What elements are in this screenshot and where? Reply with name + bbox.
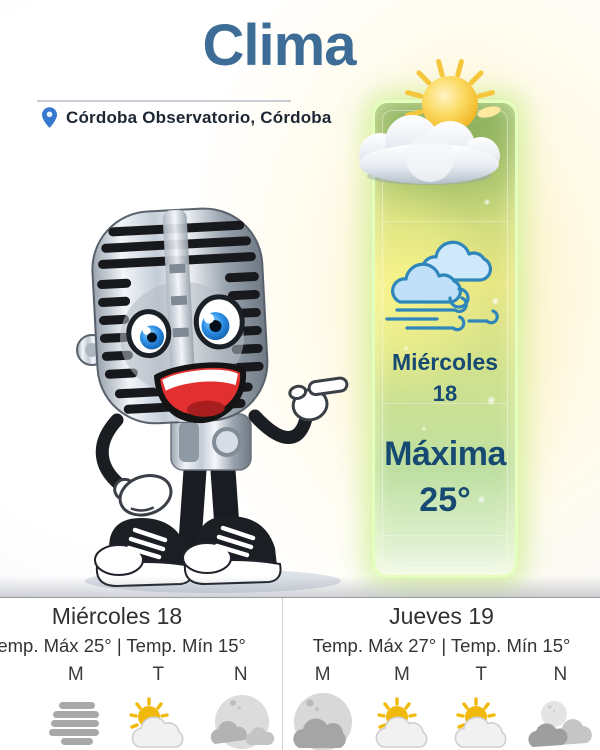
forecast-slot: M — [283, 664, 362, 750]
forecast-slot: M — [35, 664, 118, 750]
forecast-card-temps: Temp. Máx 25° | Temp. Mín 15° — [0, 635, 246, 656]
page-title: Clima — [202, 13, 357, 78]
windy-blue-clouds-icon — [383, 222, 507, 341]
location-text: Córdoba Observatorio, Córdoba — [66, 107, 332, 127]
panel-max-label: Máxima — [384, 435, 506, 473]
moon-with-clouds-icon — [207, 691, 275, 750]
sun-behind-cloud-icon — [450, 691, 512, 750]
microphone-mascot-illustration — [55, 198, 355, 601]
forecast-slot: T — [442, 664, 521, 750]
forecast-card-title: Miércoles 18 — [51, 603, 183, 629]
mascot-right-sneaker — [182, 516, 282, 586]
panel-day-name: Miércoles — [391, 349, 499, 375]
location-pin-icon — [42, 107, 57, 128]
forecast-slot: M — [362, 664, 441, 750]
hero-bottom-shadow — [0, 576, 600, 597]
sun-behind-cloud-3d-icon — [396, 58, 508, 163]
location-row: Córdoba Observatorio, Córdoba — [42, 107, 332, 128]
mascot-mouth — [153, 362, 246, 424]
mascot-left-sneaker — [94, 518, 194, 588]
mascot-left-glove — [113, 474, 173, 517]
mascot-head — [91, 207, 269, 425]
panel-day-number: 18 — [432, 381, 458, 406]
clouds-with-moon-icon — [527, 691, 593, 750]
moon-with-cloud-icon — [287, 691, 359, 750]
panel-max-temp: 25° — [419, 481, 471, 519]
forecast-slots: M M T — [0, 664, 282, 750]
forecast-card-title: Jueves 19 — [389, 603, 494, 629]
forecast-slot: T — [117, 664, 200, 750]
mascot-pointing-hand — [288, 376, 349, 422]
fog-icon — [45, 691, 107, 750]
mascot-eyes — [126, 294, 245, 359]
fluffy-cloud-3d-icon — [348, 106, 510, 193]
forecast-card-jueves: Jueves 19 Temp. Máx 27° | Temp. Mín 15° … — [282, 598, 600, 750]
forecast-slot: N — [521, 664, 600, 750]
forecast-slot: M — [0, 664, 35, 750]
forecast-slot: N — [200, 664, 283, 750]
sun-behind-cloud-icon — [127, 691, 189, 750]
forecast-strip[interactable]: Miércoles 18 Temp. Máx 25° | Temp. Mín 1… — [0, 597, 600, 750]
forecast-card-temps: Temp. Máx 27° | Temp. Mín 15° — [312, 635, 571, 656]
header-divider — [37, 100, 291, 102]
sun-behind-cloud-icon — [371, 691, 433, 750]
forecast-slots: M M — [283, 664, 600, 750]
forecast-card-miercoles: Miércoles 18 Temp. Máx 25° | Temp. Mín 1… — [0, 598, 282, 750]
